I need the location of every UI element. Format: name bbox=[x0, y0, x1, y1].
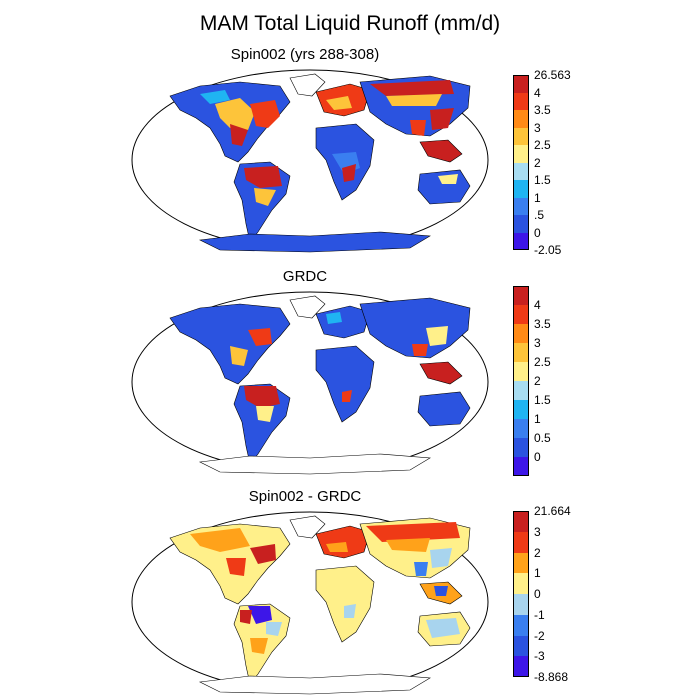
colorbar-segment bbox=[513, 305, 529, 324]
colorbar-segment bbox=[513, 573, 529, 594]
colorbar-segment bbox=[513, 438, 529, 457]
colorbar-tick-label: 1.5 bbox=[534, 173, 551, 187]
se-asia-islands bbox=[419, 361, 463, 385]
colorbar-tick-label: -2 bbox=[534, 628, 545, 643]
colorbar-tick-label: 3.5 bbox=[534, 317, 551, 331]
colorbar-tick-label: .5 bbox=[534, 208, 545, 222]
colorbar-tick-label: 2 bbox=[534, 155, 541, 170]
colorbar-tick-label: 1 bbox=[534, 190, 541, 205]
greenland bbox=[289, 73, 326, 97]
africa bbox=[315, 565, 375, 643]
colorbar-tick-label: 2.5 bbox=[534, 355, 551, 369]
figure-title: MAM Total Liquid Runoff (mm/d) bbox=[199, 12, 501, 35]
colorbar-tick-label: -8.868 bbox=[534, 670, 569, 684]
colorbar-segment bbox=[513, 286, 529, 305]
antarctica bbox=[198, 231, 431, 253]
colorbar-tick-label: 1 bbox=[534, 412, 541, 426]
greenland bbox=[289, 295, 326, 319]
colorbar-segment bbox=[513, 92, 529, 110]
colorbar-segment bbox=[513, 197, 529, 215]
panel-2-title: GRDC bbox=[282, 268, 328, 285]
colorbar-tick-label: 1.5 bbox=[534, 393, 551, 407]
panel-3-title: Spin002 - GRDC bbox=[248, 488, 362, 505]
colorbar-tick-label: 3 bbox=[534, 336, 541, 350]
colorbar-tick-label: 0.5 bbox=[534, 431, 551, 445]
colorbar-segment bbox=[513, 162, 529, 180]
colorbar-segment bbox=[513, 324, 529, 343]
colorbar-tick-label: -1 bbox=[534, 607, 545, 622]
colorbar-tick-label: 21.664 bbox=[534, 504, 571, 518]
colorbar-segment bbox=[513, 232, 529, 250]
colorbar-tick-label: 3 bbox=[534, 120, 541, 135]
colorbar-segment bbox=[513, 180, 529, 198]
colorbar-segment bbox=[513, 511, 529, 532]
north-america bbox=[169, 303, 291, 385]
colorbar-segment bbox=[513, 362, 529, 381]
colorbar-segment bbox=[513, 75, 529, 93]
colorbar-segment bbox=[513, 419, 529, 438]
colorbar-tick-label: 2 bbox=[534, 545, 541, 560]
colorbar-tick-label: -2.05 bbox=[534, 243, 562, 257]
panel-1-colorbar bbox=[513, 75, 529, 250]
antarctica bbox=[198, 673, 431, 695]
australia bbox=[417, 169, 471, 205]
colorbar-tick-label: 4 bbox=[534, 298, 541, 312]
panel-3-map bbox=[131, 511, 489, 695]
colorbar-tick-label: 0 bbox=[534, 587, 541, 601]
panel-1-title: Spin002 (yrs 288-308) bbox=[230, 46, 380, 63]
africa bbox=[315, 345, 375, 423]
colorbar-tick-label: 1 bbox=[534, 566, 541, 581]
colorbar-segment bbox=[513, 552, 529, 574]
colorbar-segment bbox=[513, 656, 529, 677]
se-asia-islands bbox=[419, 139, 463, 163]
colorbar-tick-label: 0 bbox=[534, 450, 541, 464]
panel-2-colorbar bbox=[513, 286, 529, 476]
colorbar-segment bbox=[513, 531, 529, 553]
australia bbox=[417, 391, 471, 427]
colorbar-tick-label: 3 bbox=[534, 524, 541, 539]
colorbar-segment bbox=[513, 594, 529, 615]
colorbar-segment bbox=[513, 614, 529, 636]
colorbar-tick-label: 2.5 bbox=[534, 138, 551, 152]
greenland bbox=[289, 515, 326, 539]
panel-2-map bbox=[131, 291, 489, 475]
colorbar-tick-label: 3.5 bbox=[534, 103, 551, 117]
colorbar-segment bbox=[513, 635, 529, 657]
colorbar-segment bbox=[513, 400, 529, 419]
colorbar-tick-label: 0 bbox=[534, 225, 541, 240]
colorbar-segment bbox=[513, 457, 529, 476]
colorbar-tick-label: 2 bbox=[534, 374, 541, 388]
colorbar-segment bbox=[513, 110, 529, 128]
colorbar-segment bbox=[513, 343, 529, 362]
colorbar-segment bbox=[513, 127, 529, 145]
colorbar-tick-label: 26.563 bbox=[534, 68, 571, 82]
colorbar-segment bbox=[513, 145, 529, 163]
panel-1-map bbox=[131, 69, 489, 253]
colorbar-segment bbox=[513, 381, 529, 400]
panel-3-colorbar bbox=[513, 511, 529, 677]
colorbar-tick-label: -3 bbox=[534, 649, 545, 664]
antarctica bbox=[198, 453, 431, 475]
colorbar-segment bbox=[513, 215, 529, 233]
colorbar-tick-label: 4 bbox=[534, 85, 541, 100]
